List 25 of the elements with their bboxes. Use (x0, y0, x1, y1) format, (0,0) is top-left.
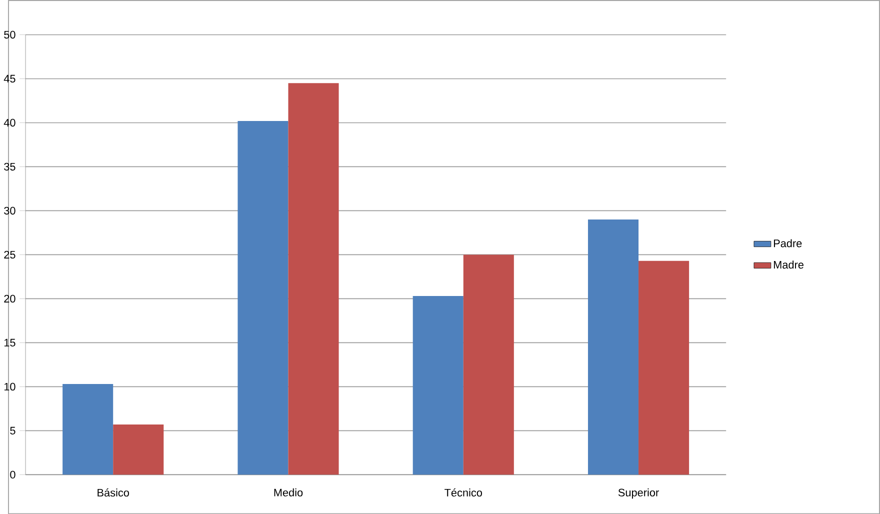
y-tick-label: 10 (4, 382, 16, 390)
y-tick-label: 45 (4, 74, 16, 82)
y-tick-label: 30 (4, 206, 16, 214)
bar (113, 424, 164, 475)
bar (288, 82, 339, 475)
y-tick-label: 20 (4, 294, 16, 302)
legend-label: Madre (774, 260, 804, 269)
bar (638, 260, 690, 475)
y-tick-label: 0 (10, 470, 16, 478)
x-tick-label: Básico (98, 488, 129, 496)
y-tick-label: 50 (4, 30, 16, 38)
x-tick-label: Superior (618, 488, 659, 498)
y-tick-label: 40 (4, 118, 16, 126)
bar (588, 219, 639, 475)
y-tick-label: 5 (10, 426, 16, 434)
y-tick-label: 15 (4, 338, 16, 346)
y-tick-label: 35 (4, 162, 16, 170)
legend-label: Padre (774, 239, 802, 248)
x-tick-label: Medio (274, 488, 303, 496)
bar (62, 384, 114, 475)
y-tick-label: 25 (4, 250, 16, 258)
bar (238, 120, 288, 475)
bar (412, 296, 464, 475)
x-tick-label: Técnico (444, 488, 482, 496)
bar (463, 254, 514, 475)
